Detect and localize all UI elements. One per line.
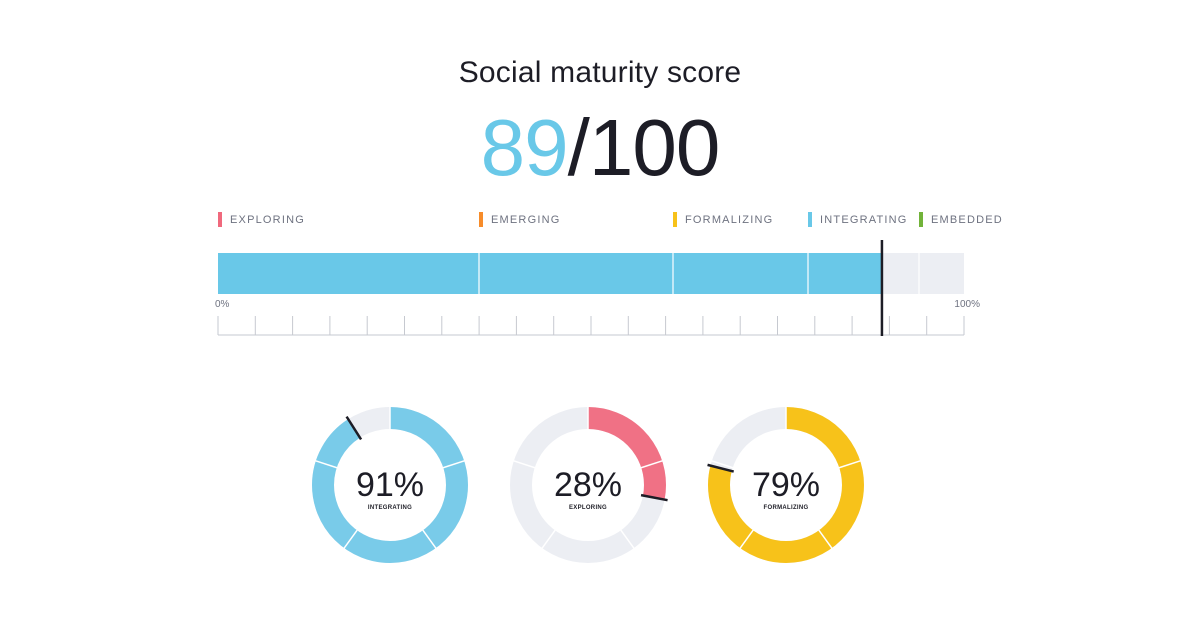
- bar-dividers: [478, 253, 920, 294]
- legend-label: FORMALIZING: [685, 214, 774, 226]
- donut-integrating: 91% INTEGRATING: [312, 406, 468, 563]
- donut-separator: [540, 529, 557, 550]
- legend-label: INTEGRATING: [820, 214, 908, 226]
- legend-label: EMBEDDED: [931, 214, 1003, 226]
- donut-separator: [512, 459, 536, 469]
- page-title: Social maturity score: [458, 56, 742, 89]
- score-value: 89: [480, 103, 569, 192]
- donut-separator: [442, 459, 466, 469]
- donut-label: INTEGRATING: [368, 505, 412, 511]
- legend-swatch: [479, 212, 483, 227]
- donut-end-marker: [640, 493, 668, 502]
- donut-label: FORMALIZING: [764, 505, 809, 511]
- legend-item-formalizing: FORMALIZING: [673, 212, 773, 228]
- donut-separator: [342, 529, 359, 550]
- legend-item-emerging: EMERGING: [479, 212, 561, 228]
- legend-swatch: [218, 212, 222, 227]
- legend-swatch: [919, 212, 923, 227]
- legend-swatch: [808, 212, 812, 227]
- donut-end-marker: [707, 463, 735, 473]
- legend-label: EMERGING: [491, 214, 561, 226]
- donut-separator: [817, 529, 834, 550]
- legend-item-exploring: EXPLORING: [218, 212, 305, 228]
- donut-separator: [710, 459, 734, 469]
- donut-separator: [738, 529, 755, 550]
- donut-end-marker: [345, 415, 363, 441]
- donut-percent: 91%: [356, 466, 424, 504]
- donut-separator: [314, 459, 338, 469]
- score-max: /100: [567, 103, 721, 192]
- axis-max-label: 100%: [954, 299, 980, 310]
- axis-min-label: 0%: [215, 299, 230, 310]
- donut-label: EXPLORING: [569, 505, 607, 511]
- legend-item-integrating: INTEGRATING: [808, 212, 908, 228]
- donut-percent: 79%: [752, 466, 820, 504]
- donut-separator: [619, 529, 636, 550]
- donut-separator: [838, 459, 862, 469]
- score-display: 89/100: [0, 103, 1200, 193]
- legend-label: EXPLORING: [230, 214, 305, 226]
- donut-formalizing: 79% FORMALIZING: [707, 406, 864, 563]
- ruler: [217, 316, 965, 336]
- bar-fill: [218, 253, 882, 294]
- donut-separator: [421, 529, 438, 550]
- legend-swatch: [673, 212, 677, 227]
- legend-item-embedded: EMBEDDED: [919, 212, 1003, 228]
- donut-separator: [640, 459, 664, 469]
- donut-percent: 28%: [554, 466, 622, 504]
- donut-exploring: 28% EXPLORING: [510, 406, 668, 563]
